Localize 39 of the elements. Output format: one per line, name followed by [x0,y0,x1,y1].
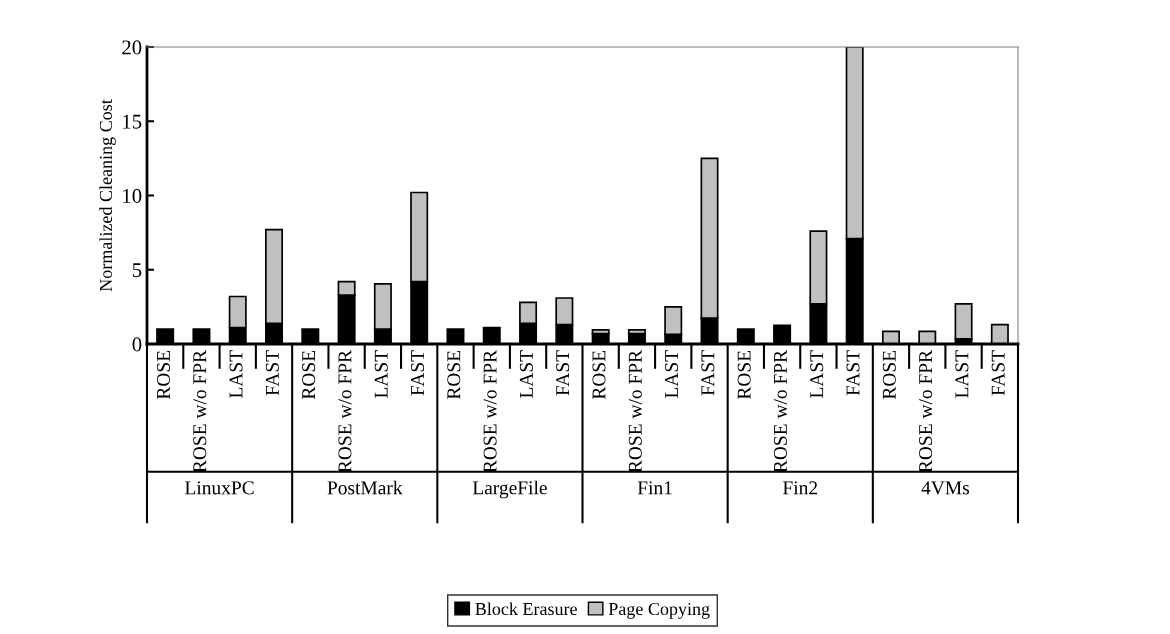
x-tick-label: FAST [265,350,279,396]
text: LargeFile [472,480,547,499]
x-tick-label: ROSE [592,350,606,400]
x-tick-label: ROSE [302,350,316,400]
y-tick-label: 20 [122,40,142,55]
x-tick-label: LAST [229,350,243,398]
y-tick-label: 15 [123,114,142,129]
x-tick-label: LAST [665,350,679,398]
x-tick-label: ROSE w/o FPR [773,349,787,473]
x-tick-label: LAST [519,350,533,398]
text: Fin2 [782,481,818,495]
text: PostMark [327,480,403,495]
x-tick-label: FAST [556,350,570,396]
text: Fin1 [637,481,672,495]
x-tick-label: ROSE w/o FPR [338,349,352,473]
text: LinuxPC [185,481,254,495]
legend-label: Page Copying [608,602,710,619]
x-tick-label: FAST [701,350,715,396]
text: 4VMs [921,481,970,495]
x-tick-label: LAST [374,350,388,398]
x-tick-label: LAST [810,350,824,398]
y-axis-title: Normalized Cleaning Cost [99,99,116,292]
x-tick-label: ROSE w/o FPR [628,349,642,473]
x-tick-label: FAST [410,350,425,396]
x-tick-label: ROSE w/o FPR [483,349,497,473]
x-tick-label: ROSE w/o FPR [919,349,933,473]
x-tick-label: FAST [846,350,860,396]
y-tick-label: 0 [132,337,142,352]
x-tick-label: ROSE [156,350,171,400]
x-tick-label: ROSE w/o FPR [193,349,207,473]
y-tick-label: 10 [123,188,142,203]
x-tick-label: FAST [991,350,1005,396]
bar [954,303,973,340]
legend-label: Block Erasure [475,602,577,616]
x-tick-label: LAST [955,350,969,398]
x-tick-label: ROSE [447,350,461,400]
x-tick-label: ROSE [737,350,751,400]
x-tick-label: ROSE [882,350,896,400]
y-tick-label: 5 [132,263,142,278]
